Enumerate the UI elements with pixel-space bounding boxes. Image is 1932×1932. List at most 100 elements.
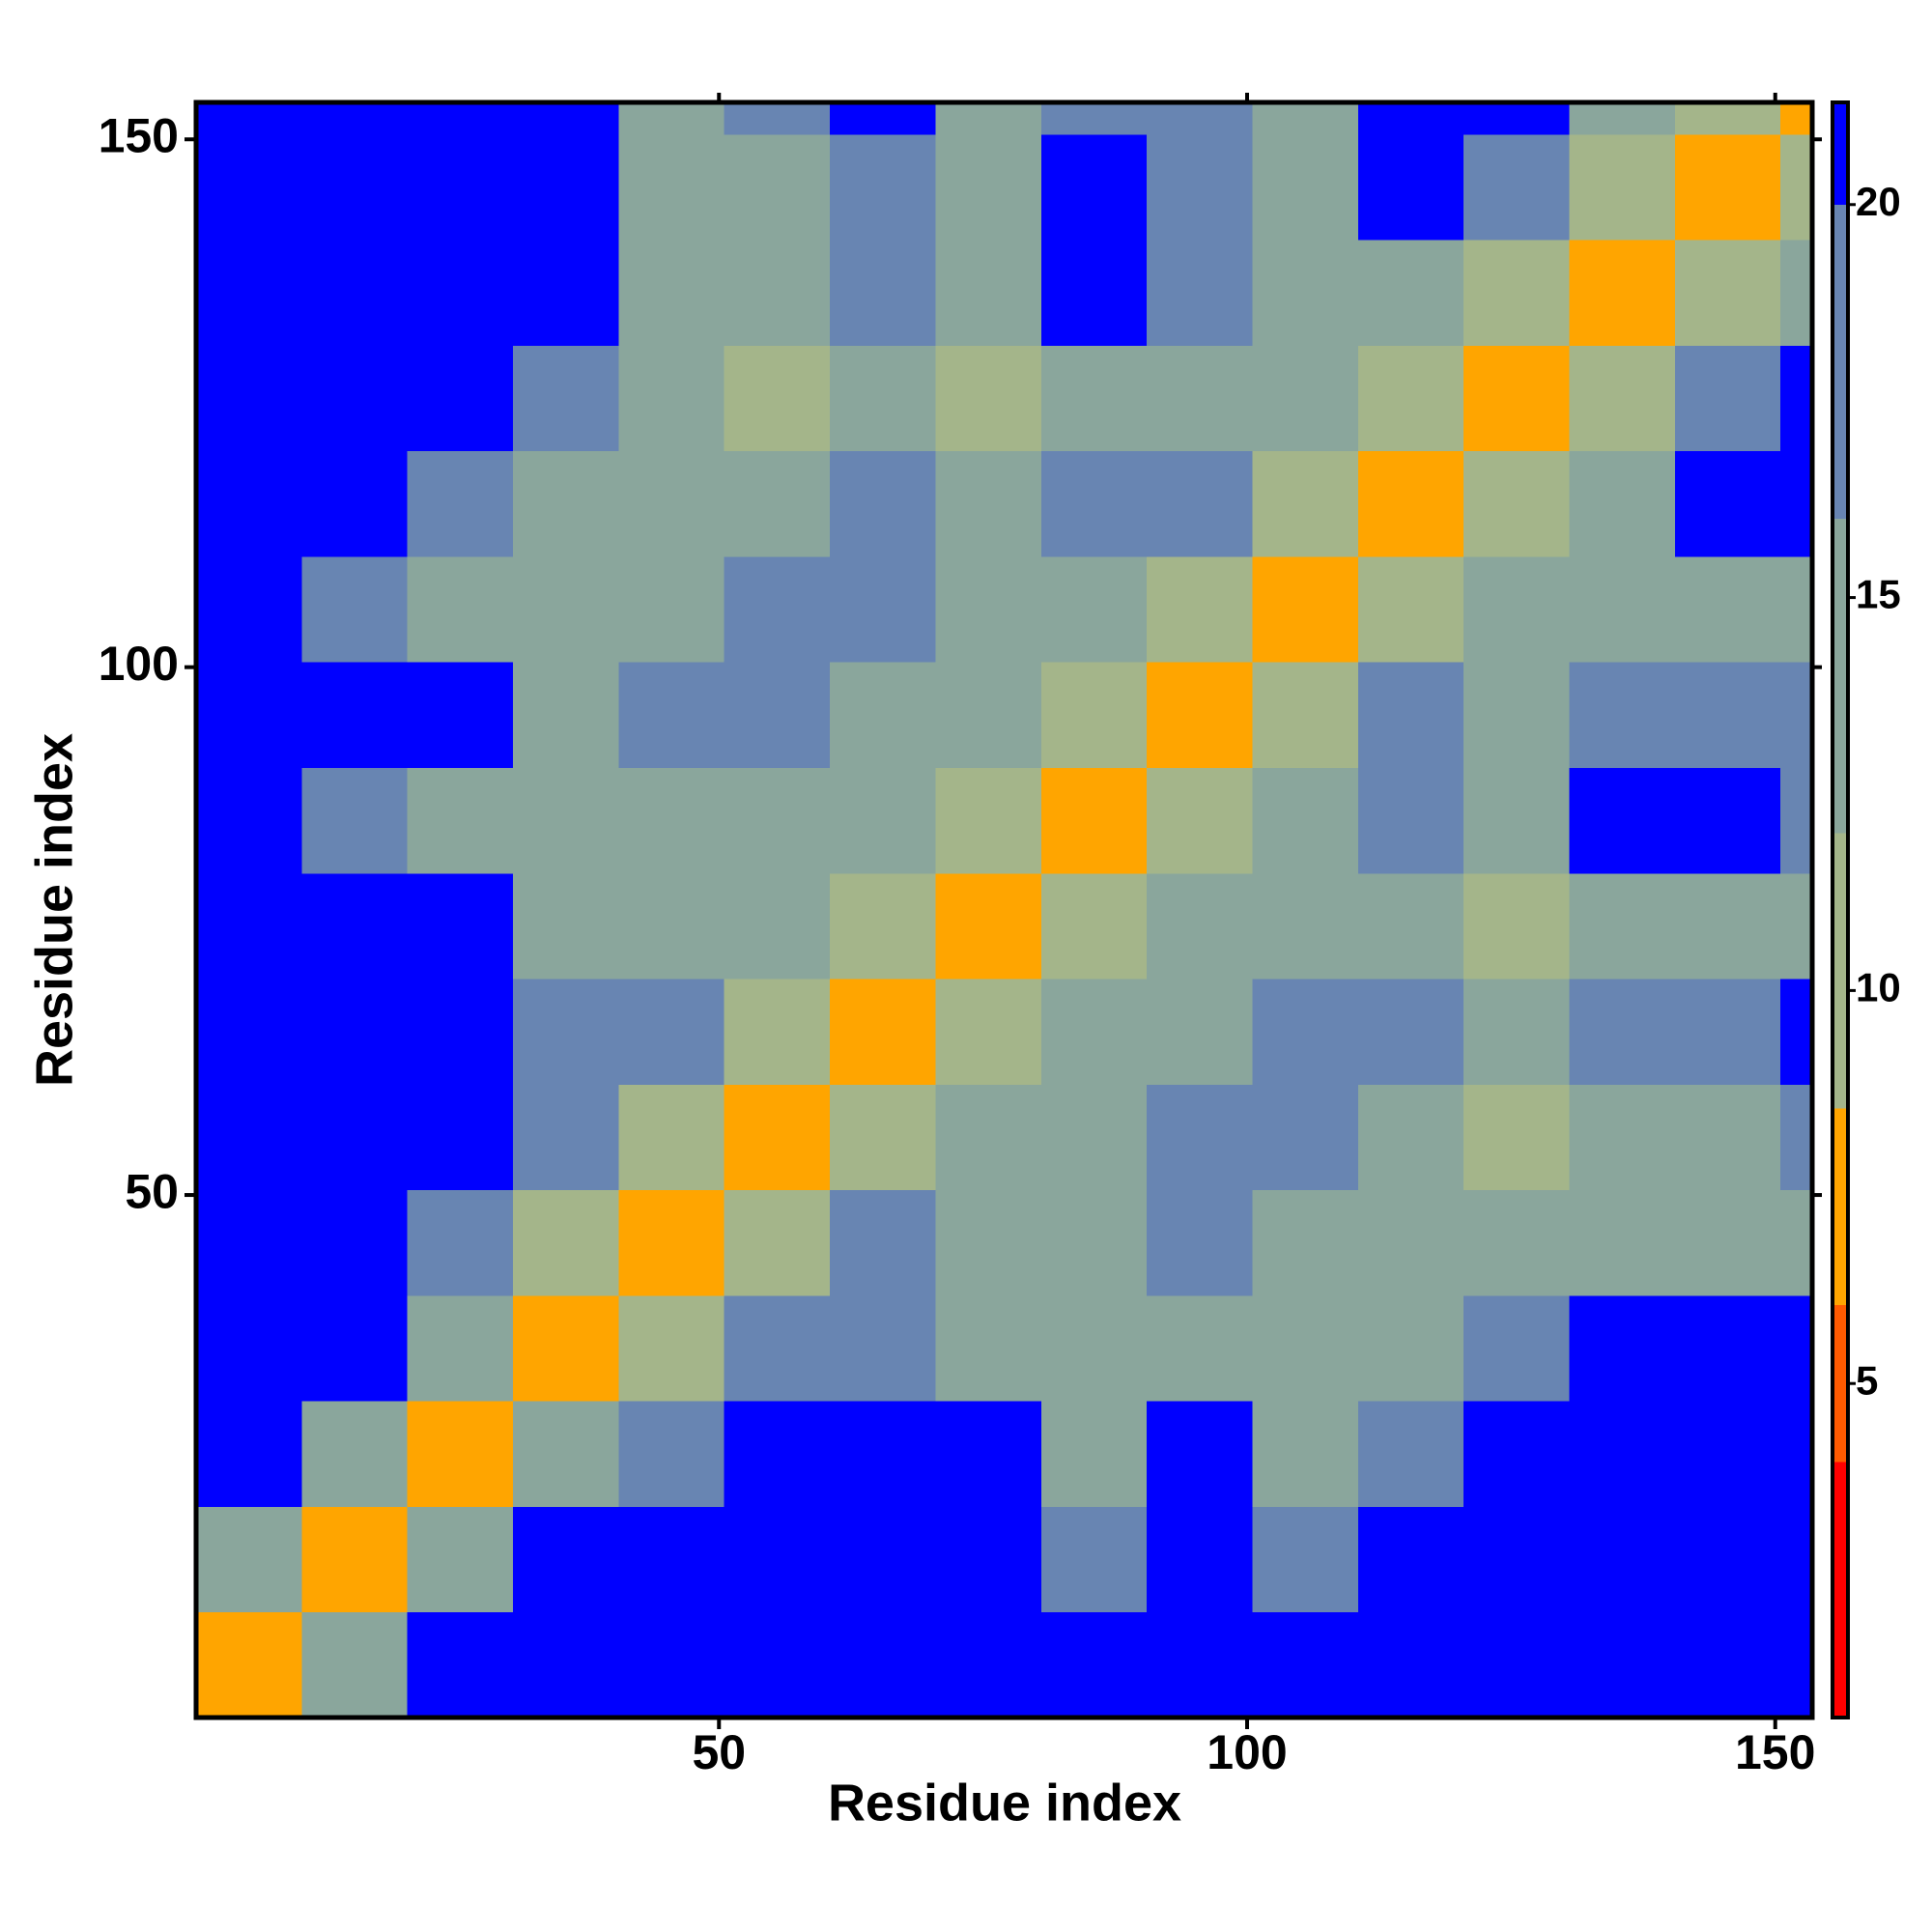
heat-cell: [830, 979, 936, 1085]
heat-cell: [407, 133, 514, 241]
heat-cell: [618, 555, 725, 663]
heat-cell: [1674, 767, 1781, 874]
heat-cell: [1569, 555, 1676, 663]
heat-cell: [1463, 450, 1571, 557]
heat-cell: [1147, 767, 1253, 874]
heat-cell: [1780, 767, 1813, 874]
heat-cell: [1569, 133, 1676, 241]
heat-cell: [407, 1611, 514, 1719]
heat-cell: [407, 450, 514, 557]
heat-cell: [1357, 102, 1464, 135]
heat-cell: [1252, 1084, 1359, 1191]
colorbar-tick-label: 20: [1856, 179, 1901, 224]
heat-cell: [935, 1189, 1042, 1296]
heat-cell: [1040, 450, 1148, 557]
heat-cell: [935, 555, 1042, 663]
heat-cell: [1674, 1401, 1781, 1507]
heat-cell: [1040, 872, 1148, 980]
colorbar-tick-label: 5: [1856, 1357, 1878, 1403]
heat-cell: [196, 979, 302, 1085]
heat-cell: [301, 1294, 409, 1402]
heat-cell: [1463, 1506, 1571, 1613]
heat-cell: [1780, 555, 1813, 663]
heat-cell: [1674, 102, 1781, 135]
heat-cell: [1147, 1506, 1253, 1613]
heat-cell: [1463, 240, 1571, 346]
heat-cell: [618, 1189, 725, 1296]
heat-cell: [407, 1084, 514, 1191]
heat-cell: [301, 979, 409, 1085]
heat-cell: [1147, 133, 1253, 241]
heat-cell: [1780, 1611, 1813, 1719]
heat-cell: [724, 555, 831, 663]
heat-cell: [1357, 1401, 1464, 1507]
heat-cell: [724, 872, 831, 980]
heat-cell: [513, 240, 619, 346]
heat-cell: [1252, 1401, 1359, 1507]
heat-cell: [513, 662, 619, 768]
heat-cell: [407, 240, 514, 346]
heat-cell: [1040, 555, 1148, 663]
heat-cell: [1569, 102, 1676, 135]
heat-cell: [1674, 872, 1781, 980]
colorbar-band: [1833, 102, 1848, 205]
heat-cell: [196, 662, 302, 768]
heat-cell: [196, 555, 302, 663]
heat-cell: [724, 240, 831, 346]
heat-cell: [724, 1401, 831, 1507]
heat-cell: [1569, 345, 1676, 452]
heat-cell: [407, 979, 514, 1085]
y-tick-label: 100: [99, 637, 179, 691]
heat-cell: [935, 1294, 1042, 1402]
heat-cell: [1357, 1189, 1464, 1296]
heat-cell: [301, 240, 409, 346]
heat-cell: [1463, 102, 1571, 135]
heat-cell: [935, 102, 1042, 135]
heat-cell: [1252, 240, 1359, 346]
heat-cell: [724, 1084, 831, 1191]
heat-cell: [1569, 450, 1676, 557]
colorbar-tick-label: 10: [1856, 964, 1901, 1009]
heat-cell: [1252, 1506, 1359, 1613]
heat-cell: [1674, 555, 1781, 663]
heat-cell: [935, 872, 1042, 980]
heat-cell: [1569, 662, 1676, 768]
heat-cell: [1357, 1506, 1464, 1613]
heat-cell: [1569, 240, 1676, 346]
heat-cell: [724, 767, 831, 874]
heat-cell: [618, 767, 725, 874]
heat-cell: [830, 555, 936, 663]
y-tick-label: 150: [99, 108, 179, 162]
heat-cell: [1780, 133, 1813, 241]
heat-cell: [1674, 662, 1781, 768]
heat-cell: [407, 1401, 514, 1507]
heat-cell: [618, 1401, 725, 1507]
heat-cell: [1780, 979, 1813, 1085]
heat-cell: [1463, 1401, 1571, 1507]
heat-cell: [1040, 979, 1148, 1085]
heat-cell: [196, 240, 302, 346]
heat-cell: [1569, 1401, 1676, 1507]
heat-cell: [301, 1506, 409, 1613]
heat-cell: [1463, 1189, 1571, 1296]
heat-cell: [1147, 1294, 1253, 1402]
heat-cell: [301, 133, 409, 241]
heat-cell: [1569, 979, 1676, 1085]
heat-cell: [1252, 1294, 1359, 1402]
heat-cell: [1357, 662, 1464, 768]
heat-cell: [1674, 450, 1781, 557]
heat-cell: [1463, 662, 1571, 768]
heat-cell: [196, 102, 302, 135]
heat-cell: [1780, 345, 1813, 452]
heat-cell: [618, 345, 725, 452]
heat-cell: [1357, 555, 1464, 663]
heat-cell: [618, 979, 725, 1085]
heat-cell: [1147, 555, 1253, 663]
heat-cell: [1147, 1401, 1253, 1507]
heat-cell: [513, 555, 619, 663]
heat-cell: [1040, 1506, 1148, 1613]
heat-cell: [1040, 662, 1148, 768]
heat-cell: [724, 102, 831, 135]
colorbar-band: [1833, 833, 1848, 1109]
heat-cell: [1463, 133, 1571, 241]
